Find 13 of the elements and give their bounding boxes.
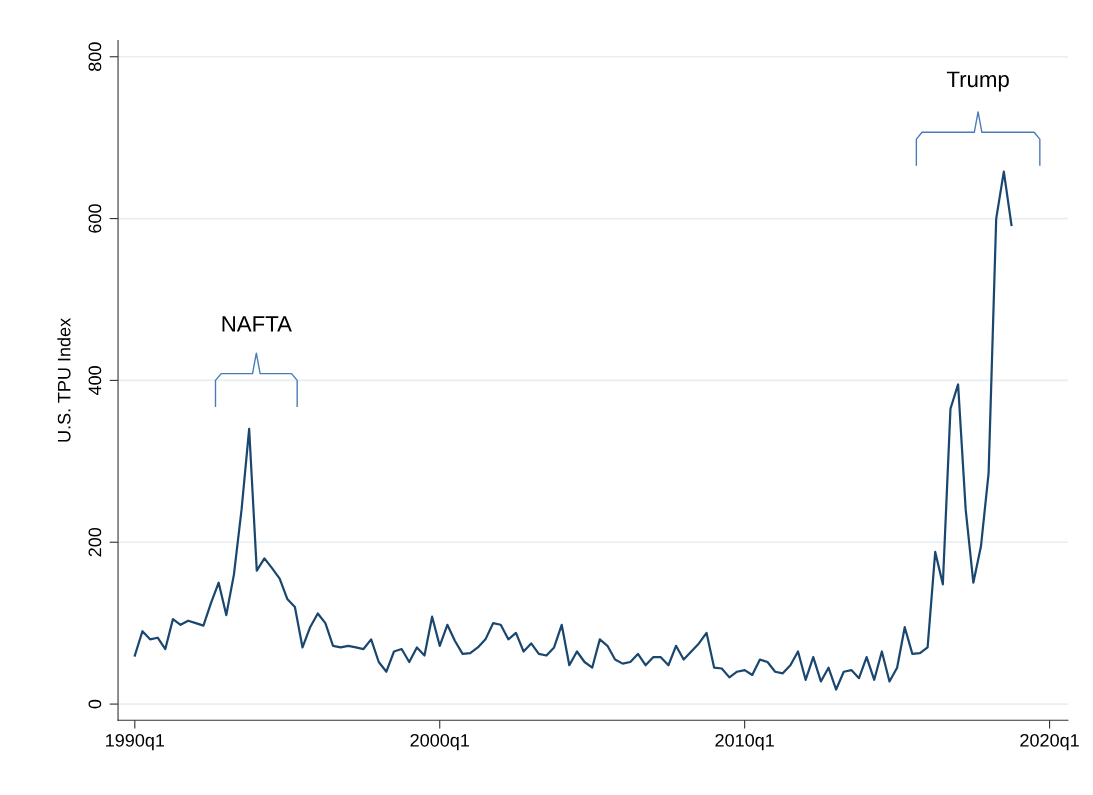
x-tick-label: 2000q1 (410, 733, 469, 751)
annotation: NAFTA (222, 316, 292, 332)
y-axis-title: U.S. TPU Index (57, 318, 71, 442)
y-tick-label: 400 (88, 366, 102, 396)
line-series (133, 170, 1013, 691)
annotation: Trump (946, 71, 1009, 92)
x-tick-label: 1990q1 (106, 733, 165, 751)
y-tick-label: 0 (88, 699, 102, 709)
x-tick-label: 2020q1 (1020, 733, 1079, 751)
y-tick-label: 600 (88, 204, 102, 233)
y-tick-label: 200 (88, 527, 102, 557)
y-tick-label: 800 (88, 42, 102, 72)
x-tick-label: 2010q1 (715, 733, 774, 751)
